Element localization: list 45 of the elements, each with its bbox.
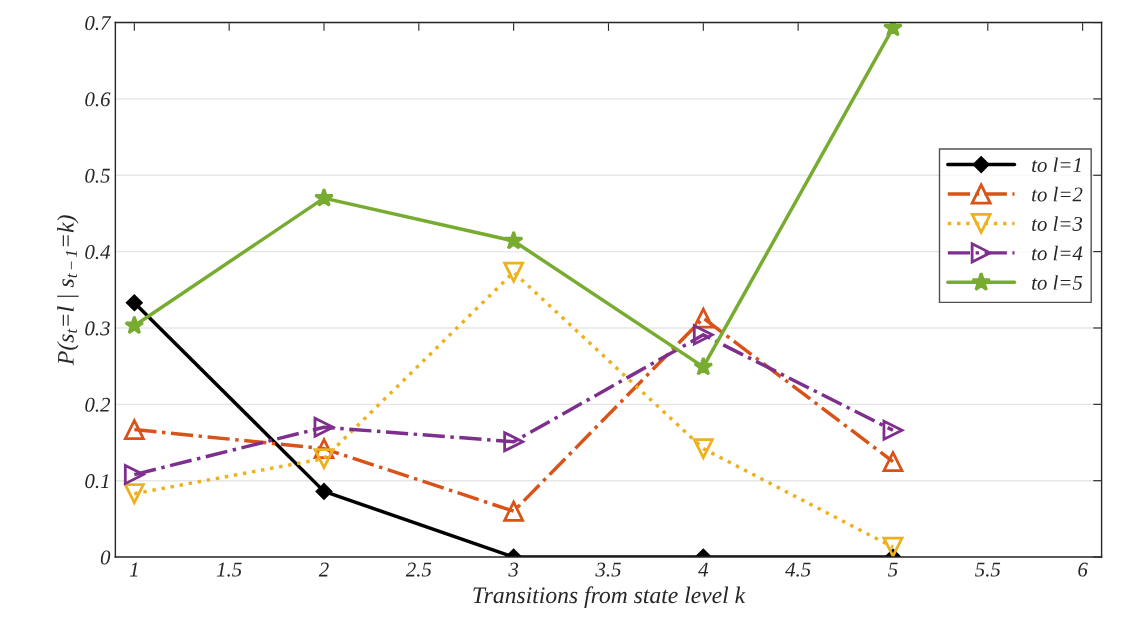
point bbox=[503, 230, 524, 250]
x-tick-label: 5.5 bbox=[975, 562, 1001, 577]
x-tick-label: 2 bbox=[318, 562, 329, 577]
point bbox=[882, 419, 904, 441]
x-tick-label: 3.5 bbox=[595, 562, 621, 577]
point bbox=[315, 483, 333, 500]
point bbox=[692, 438, 714, 460]
y-tick-label: 0.7 bbox=[85, 15, 112, 31]
point bbox=[693, 356, 714, 376]
point bbox=[882, 536, 904, 558]
x-tick-label: 2.5 bbox=[405, 562, 432, 577]
y-tick-label: 0.4 bbox=[85, 244, 111, 260]
x-tick-label: 4 bbox=[698, 562, 709, 577]
point bbox=[503, 431, 525, 453]
x-tick-label: 1.5 bbox=[216, 562, 242, 577]
point bbox=[123, 464, 145, 486]
legend-label: to l=3 bbox=[1032, 216, 1083, 231]
y-tick-label: 0.1 bbox=[85, 474, 109, 489]
point bbox=[123, 483, 145, 505]
point bbox=[123, 419, 145, 440]
point bbox=[692, 324, 714, 346]
y-tick-label: 0 bbox=[100, 550, 111, 565]
y-axis-title: P(s$_{t}$=l | s$_{t−1}$=k) bbox=[57, 215, 79, 366]
x-axis-title: Transitions from state level k bbox=[473, 586, 746, 609]
y-tick-label: 0.2 bbox=[85, 397, 111, 412]
point bbox=[124, 315, 145, 335]
legend-label: to l=4 bbox=[1032, 245, 1083, 261]
x-tick-label: 3 bbox=[508, 562, 519, 577]
x-tick-label: 4.5 bbox=[785, 562, 811, 577]
x-tick-label: 1 bbox=[129, 562, 138, 577]
legend-label: to l=2 bbox=[1032, 186, 1083, 202]
y-tick-label: 0.3 bbox=[85, 321, 110, 336]
x-tick-label: 5 bbox=[888, 562, 898, 577]
y-tick-label: 0.5 bbox=[85, 168, 110, 183]
point bbox=[314, 187, 334, 207]
point bbox=[126, 294, 143, 312]
point bbox=[503, 500, 525, 522]
legend-label: to l=5 bbox=[1032, 275, 1083, 290]
point bbox=[313, 448, 335, 469]
y-tick-label: 0.6 bbox=[85, 92, 111, 107]
legend-label: to l=1 bbox=[1032, 157, 1081, 173]
x-tick-label: 6 bbox=[1078, 562, 1088, 577]
point bbox=[313, 416, 335, 438]
point bbox=[882, 451, 904, 473]
point bbox=[503, 261, 525, 283]
